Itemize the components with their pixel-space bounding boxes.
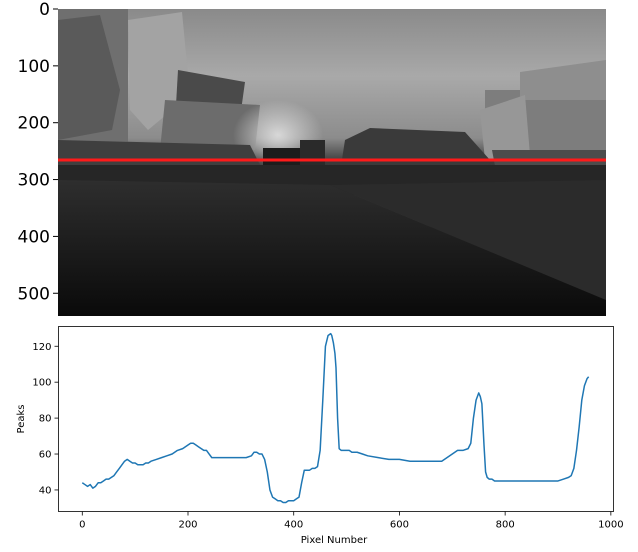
line-plot-panel: 0 200 400 600 800 1000 40 60 80 100 120 Pixel Num…: [16, 326, 624, 546]
plot-x-tick-label: 1000: [598, 520, 623, 531]
plot-x-tick-label: 800: [496, 520, 515, 531]
y-axis-label: Peaks: [16, 405, 27, 434]
image-y-tick-label: 0: [39, 0, 50, 20]
plot-y-tick-label: 120: [32, 342, 51, 353]
image-y-axis: 0 100 200 300 400 500: [18, 0, 58, 304]
plot-x-axis: 0 200 400 600 800 1000: [79, 511, 624, 531]
plot-frame: [58, 326, 614, 512]
image-y-tick-label: 300: [18, 171, 50, 191]
depth-image-panel: 0 100 200 300 400 500: [18, 0, 606, 316]
x-axis-label: Pixel Number: [301, 535, 368, 546]
plot-x-tick-label: 0: [79, 520, 85, 531]
series-line-peaks: [81, 332, 590, 504]
plot-y-tick-label: 80: [39, 414, 52, 425]
image-y-tick-label: 200: [18, 114, 50, 134]
plot-x-tick-label: 600: [390, 520, 409, 531]
plot-y-axis: 40 60 80 100 120: [32, 342, 59, 496]
plot-y-tick-label: 60: [39, 450, 52, 461]
plot-y-tick-label: 100: [32, 378, 51, 389]
image-y-tick-label: 100: [18, 57, 50, 77]
image-y-tick-label: 400: [18, 227, 50, 247]
depth-image: [58, 9, 606, 316]
image-y-tick-label: 500: [18, 284, 50, 304]
plot-x-tick-label: 400: [284, 520, 303, 531]
plot-x-tick-label: 200: [178, 520, 197, 531]
plot-y-tick-label: 40: [39, 485, 52, 496]
